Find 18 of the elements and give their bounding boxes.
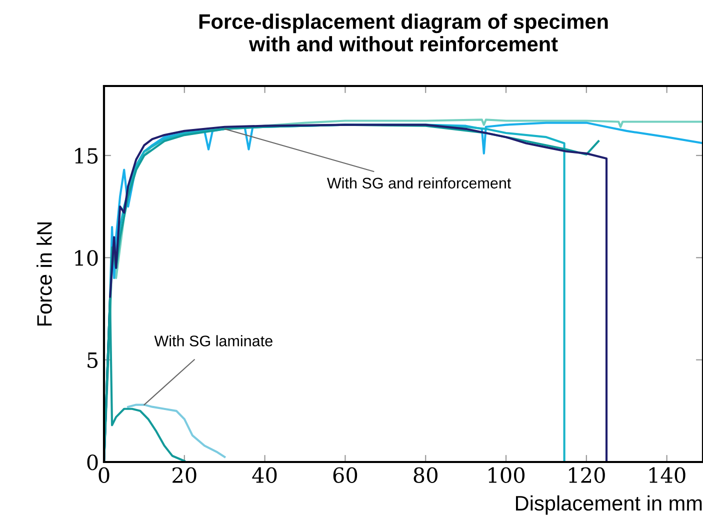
x-tick-label: 20 <box>172 467 196 483</box>
x-tick-label: 100 <box>488 467 525 483</box>
x-tick-label: 60 <box>333 467 358 483</box>
annotation: With SG laminate <box>154 335 272 346</box>
y-tick-label: 0 <box>87 454 98 470</box>
chart-title: Force-displacement diagram of specimen with and without reinforcement <box>199 14 608 52</box>
x-tick-label: 40 <box>252 467 277 483</box>
x-tick-label: 80 <box>414 467 438 483</box>
x-tick-label: 120 <box>569 467 605 483</box>
y-tick-label: 15 <box>75 148 98 164</box>
annotation: With SG and reinforcement <box>326 177 512 189</box>
line-series <box>127 404 226 458</box>
x-tick-label: 0 <box>98 467 110 483</box>
x-tick-label: 140 <box>649 467 686 483</box>
x-axis-title: Displacement in mm <box>516 495 702 515</box>
y-tick-label: 5 <box>88 352 98 368</box>
y-tick-label: 10 <box>75 250 98 266</box>
y-axis-title: Force in kN <box>36 222 52 326</box>
